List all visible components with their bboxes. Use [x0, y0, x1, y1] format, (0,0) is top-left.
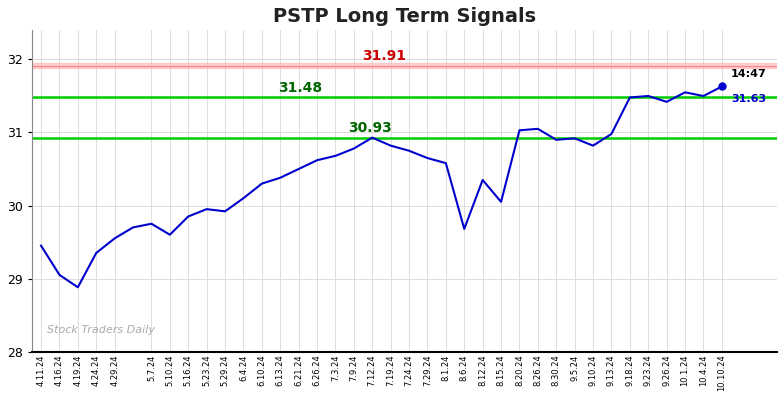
Text: 14:47: 14:47: [731, 69, 767, 79]
Bar: [32, 63, 777, 68]
Text: 31.91: 31.91: [361, 49, 405, 63]
Text: 30.93: 30.93: [348, 121, 391, 135]
Title: PSTP Long Term Signals: PSTP Long Term Signals: [273, 7, 536, 26]
Text: Stock Traders Daily: Stock Traders Daily: [47, 326, 154, 336]
Text: 31.48: 31.48: [278, 81, 321, 95]
Text: 31.63: 31.63: [731, 94, 766, 104]
